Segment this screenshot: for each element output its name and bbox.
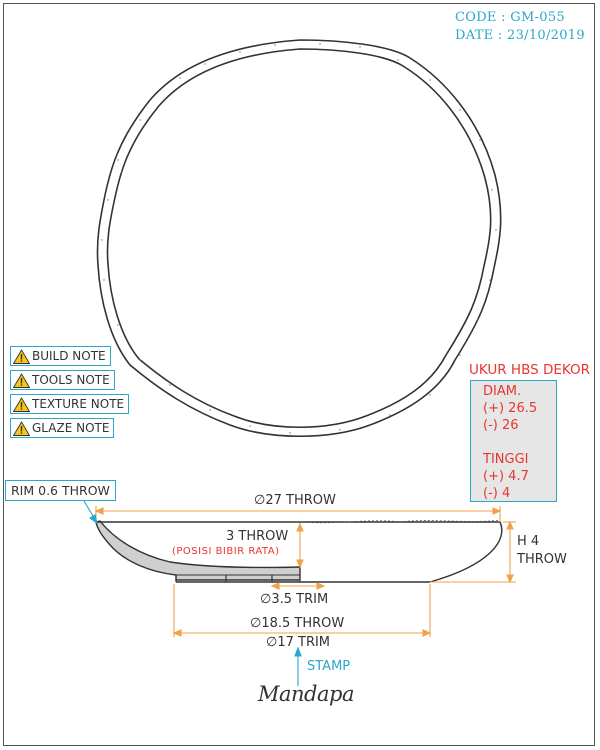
header-info: CODE : GM-055 DATE : 23/10/2019 [455,9,585,45]
section-fill [95,520,301,581]
drawing-frame [3,3,595,746]
warning-icon [13,373,30,388]
diam-minus: (-) 26 [483,418,519,433]
diameter-top-label: ∅27 THROW [254,493,336,508]
base-trim-label: ∅17 TRIM [266,635,331,650]
height-outer-label-1: H 4 [517,534,540,549]
build-note[interactable]: BUILD NOTE [10,346,111,366]
dimension-lines [94,506,516,637]
mandapa-logo: Mandapa [258,682,354,706]
texture-note-label: TEXTURE NOTE [32,397,125,411]
tinggi-plus: (+) 4.7 [483,469,529,484]
date-label: DATE : 23/10/2019 [455,28,585,43]
height-inner-label: 3 THROW [226,529,289,544]
trim-small-label: ∅3.5 TRIM [260,592,329,607]
height-outer-label-2: THROW [517,552,567,567]
leader-lines [83,500,302,686]
tools-note-label: TOOLS NOTE [32,373,110,387]
rim-texture-dots [101,43,497,434]
hbs-measure-box: DIAM. (+) 26.5 (-) 26 TINGGI (+) 4.7 (-)… [470,380,557,502]
diam-label: DIAM. [483,384,522,399]
posisi-label: (POSISI BIBIR RATA) [172,546,280,557]
warning-icon [13,397,30,412]
build-note-label: BUILD NOTE [32,349,106,363]
diam-plus: (+) 26.5 [483,401,538,416]
tools-note[interactable]: TOOLS NOTE [10,370,115,390]
texture-note[interactable]: TEXTURE NOTE [10,394,130,414]
warning-icon [13,349,30,364]
rim-label: RIM 0.6 THROW [5,480,116,501]
glaze-note-label: GLAZE NOTE [32,421,110,435]
warning-icon [13,421,30,436]
tinggi-label: TINGGI [483,452,529,467]
section-outline [96,521,503,583]
plate-section-view [95,519,503,583]
stamp-label: STAMP [307,659,351,674]
base-throw-label: ∅18.5 THROW [250,616,345,631]
plate-top-view [96,39,502,437]
tinggi-minus: (-) 4 [483,486,511,501]
hbs-title: UKUR HBS DEKOR [469,362,591,378]
glaze-note[interactable]: GLAZE NOTE [10,418,115,438]
code-label: CODE : GM-055 [455,10,565,25]
